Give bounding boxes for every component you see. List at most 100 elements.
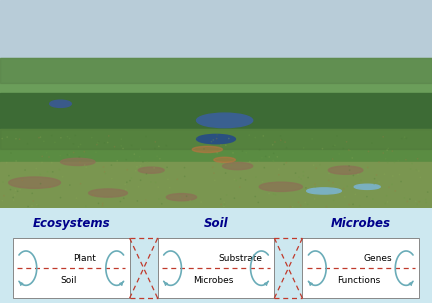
Point <box>242 178 249 182</box>
Point <box>365 149 372 154</box>
Ellipse shape <box>354 184 380 189</box>
Point <box>403 136 410 141</box>
Point <box>300 145 307 150</box>
Point <box>259 179 266 184</box>
Point <box>349 155 356 160</box>
Point <box>101 141 108 145</box>
Point <box>16 187 23 192</box>
Point <box>401 135 408 140</box>
Point <box>330 144 337 148</box>
Point <box>134 198 141 203</box>
Point <box>166 185 173 190</box>
Point <box>382 156 389 161</box>
Point <box>210 138 217 142</box>
Point <box>122 187 129 192</box>
Point <box>416 199 422 204</box>
Point <box>165 177 172 182</box>
Point <box>391 160 398 165</box>
Point <box>413 167 420 172</box>
Point <box>330 180 337 185</box>
Point <box>355 172 362 177</box>
Text: Genes: Genes <box>363 254 392 263</box>
Point <box>24 142 31 146</box>
Point <box>210 171 217 175</box>
Point <box>305 175 311 180</box>
Point <box>143 171 150 176</box>
Point <box>49 169 56 174</box>
Point <box>0 180 6 185</box>
Point <box>159 169 166 174</box>
Point <box>7 151 14 155</box>
Point <box>133 165 140 169</box>
Point <box>380 151 387 155</box>
Point <box>183 194 190 198</box>
Ellipse shape <box>9 177 60 188</box>
Text: Functions: Functions <box>337 276 380 285</box>
Point <box>6 173 13 178</box>
Point <box>407 197 413 201</box>
Point <box>30 198 37 203</box>
Point <box>363 194 370 199</box>
Point <box>181 197 188 202</box>
Point <box>208 139 215 144</box>
Point <box>100 165 107 169</box>
Point <box>67 183 73 188</box>
Point <box>329 157 336 161</box>
Point <box>181 174 188 179</box>
Point <box>137 178 144 183</box>
Point <box>114 158 121 163</box>
Point <box>92 150 99 155</box>
Point <box>214 150 221 155</box>
Point <box>33 202 40 207</box>
Point <box>75 145 82 149</box>
Point <box>346 168 353 173</box>
Point <box>416 199 423 204</box>
Point <box>81 149 88 154</box>
Point <box>219 161 226 165</box>
Point <box>414 156 421 161</box>
Bar <box>0 0 432 58</box>
Point <box>101 169 108 174</box>
Point <box>156 144 162 149</box>
Point <box>270 151 277 156</box>
Point <box>385 146 392 151</box>
Point <box>252 175 259 179</box>
Point <box>341 195 348 199</box>
Point <box>220 204 227 209</box>
Point <box>105 133 112 138</box>
Point <box>57 195 64 200</box>
Point <box>144 159 151 164</box>
Point <box>137 147 144 152</box>
Point <box>117 199 124 204</box>
Point <box>346 148 353 153</box>
Point <box>7 187 14 192</box>
Point <box>300 173 307 178</box>
Point <box>389 182 396 187</box>
Point <box>19 178 25 183</box>
Point <box>308 136 315 141</box>
Point <box>76 155 83 159</box>
Point <box>99 203 106 208</box>
FancyBboxPatch shape <box>13 238 130 298</box>
Point <box>371 176 378 181</box>
Point <box>194 136 200 141</box>
Point <box>128 143 135 148</box>
Bar <box>0 129 432 162</box>
Point <box>156 197 162 201</box>
Ellipse shape <box>50 100 71 107</box>
Point <box>37 135 44 139</box>
Point <box>35 203 41 208</box>
Point <box>135 185 142 189</box>
Point <box>266 191 273 196</box>
Point <box>72 133 79 138</box>
Point <box>417 175 424 180</box>
Point <box>270 158 276 163</box>
Point <box>131 152 138 157</box>
Point <box>317 162 324 167</box>
Point <box>181 165 188 170</box>
Point <box>239 149 246 154</box>
Point <box>131 159 138 164</box>
Point <box>48 133 55 138</box>
Point <box>151 146 158 151</box>
Point <box>274 155 281 159</box>
